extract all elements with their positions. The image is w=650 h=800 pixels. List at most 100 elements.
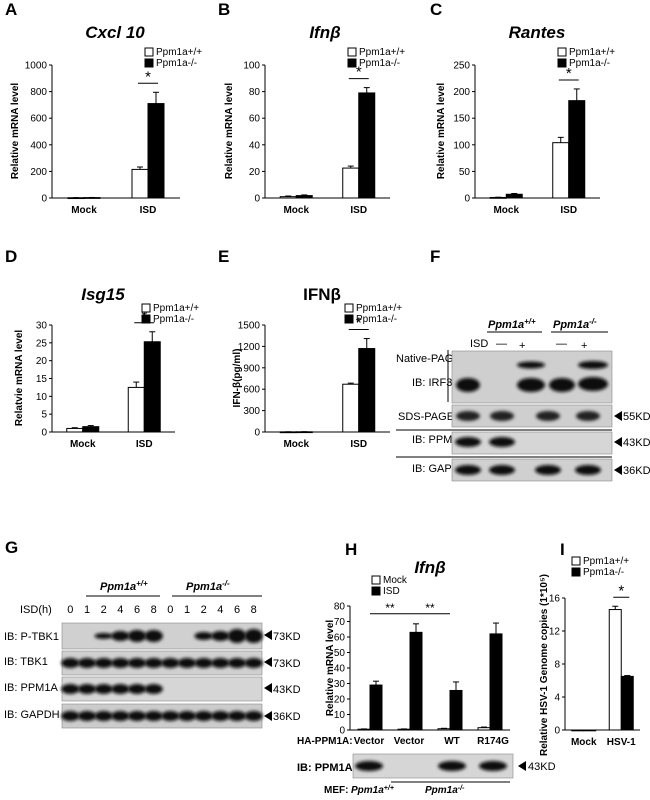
- blot-g-time-label: ISD(h): [20, 604, 52, 616]
- blot-band: [161, 711, 180, 721]
- blot-band: [61, 711, 80, 721]
- blot-band: [194, 658, 213, 668]
- blot-g-gapdh-arrow: [264, 711, 272, 721]
- y-tick-label: 20: [334, 695, 346, 706]
- blot-band: [111, 631, 130, 641]
- legend-swatch: [344, 314, 354, 324]
- blot-f-native-band-mono-4: [578, 377, 608, 391]
- bar: [358, 348, 376, 433]
- blot-f-isd-label: ISD: [470, 338, 488, 350]
- blot-f-mark-4: +: [581, 340, 587, 352]
- blot-h-construct-label: HA-PPM1A:: [297, 736, 353, 747]
- legend-label: Ppm1a-/-: [359, 58, 400, 69]
- chart-title: Ifnβ: [414, 558, 445, 577]
- blot-g-ppm1a-label: IB: PPM1A: [4, 682, 58, 694]
- blot-g-ppm1a-arrow: [264, 683, 272, 693]
- y-tick-label: 70: [334, 617, 346, 628]
- y-tick-label: 16: [549, 594, 561, 605]
- blot-g-tbk1-bands: [61, 658, 263, 668]
- time-label: 8: [251, 604, 257, 616]
- panel-label-i: I: [560, 540, 565, 559]
- y-tick-label: 12: [549, 627, 561, 638]
- bar: [409, 631, 423, 731]
- panel-label-c: C: [430, 0, 442, 19]
- x-category-label: Mock: [493, 205, 519, 216]
- blot-band: [144, 658, 163, 668]
- bar: [437, 728, 451, 731]
- blot-band: [211, 631, 230, 641]
- y-tick-label: 10: [36, 392, 48, 403]
- significance-star: *: [618, 582, 624, 599]
- blot-band: [94, 658, 113, 668]
- y-tick-label: 0: [254, 428, 260, 439]
- blot-band: [194, 632, 213, 640]
- legend-swatch: [371, 575, 381, 585]
- time-label: 8: [151, 604, 157, 616]
- chart-title: Isg15: [81, 285, 125, 304]
- y-tick-label: 80: [334, 602, 346, 613]
- bar: [552, 142, 570, 199]
- blot-h-construct-2: Vector: [394, 736, 425, 747]
- blot-band: [111, 711, 130, 721]
- blot-band: [111, 658, 130, 668]
- y-tick-label: 80: [249, 87, 261, 98]
- panel-label-g: G: [5, 538, 18, 557]
- blot-f-sds-size: 55KD: [623, 411, 650, 423]
- legend-label: Ppm1a+/+: [359, 47, 405, 58]
- significance-star: **: [385, 601, 395, 615]
- blot-g-ptbk1-size: 73KD: [273, 631, 301, 643]
- y-tick-label: 600: [30, 114, 47, 125]
- legend-swatch: [557, 58, 567, 68]
- blot-band: [61, 658, 80, 668]
- blot-f-native-band-mono-2: [517, 378, 545, 392]
- y-axis-label: Relative mRNA level: [224, 83, 235, 180]
- bar: [358, 92, 376, 199]
- bar: [477, 727, 491, 731]
- blot-band: [244, 711, 263, 721]
- blot-f-mark-3: —: [556, 338, 567, 350]
- chart-cxcl10: Cxcl 10 Relative mRNA level 0 200 400 600 800 1…: [10, 23, 202, 216]
- legend-swatch: [347, 58, 357, 68]
- blot-g-ptbk1-bands: [94, 629, 263, 643]
- blot-band: [227, 658, 247, 668]
- bar: [82, 426, 100, 433]
- blot-h-row-label: IB: PPM1A: [297, 762, 353, 774]
- blot-f-gapdh-band-3: [535, 465, 561, 475]
- blot-f-native-label: Native-PAGE: [396, 353, 461, 365]
- chart-title: Ifnβ: [309, 23, 340, 42]
- blot-h-arrow: [518, 761, 526, 771]
- x-category-label: Mock: [283, 439, 309, 450]
- bar: [147, 103, 165, 199]
- blot-f: Ppm1a+/+ Ppm1a-/- ISD — + — + Native-PAG…: [396, 317, 650, 482]
- blot-band: [211, 658, 230, 668]
- blot-band: [127, 658, 147, 668]
- blot-h-band-3: [438, 761, 466, 771]
- legend-label: Ppm1a-/-: [569, 58, 610, 69]
- blot-g-tbk1-size: 73KD: [273, 658, 301, 670]
- time-label: 6: [134, 604, 140, 616]
- y-tick-label: 8: [554, 660, 560, 671]
- blot-h-mef-group1: Ppm1a+/+: [351, 785, 394, 797]
- y-tick-label: 40: [334, 664, 346, 675]
- y-tick-label: 800: [30, 87, 47, 98]
- y-axis-label: Relative mRNA level: [10, 83, 21, 180]
- blot-f-mark-1: —: [496, 338, 507, 350]
- blot-band: [94, 633, 113, 639]
- blot-g-group2: Ppm1a-/-: [186, 579, 230, 594]
- chart-title: IFNβ: [303, 285, 341, 304]
- x-category-label: HSV-1: [607, 737, 636, 748]
- blot-f-sds-membrane: [451, 404, 613, 428]
- significance-star: *: [356, 64, 362, 81]
- time-label: 4: [217, 604, 223, 616]
- legend-label: Ppm1a+/+: [153, 303, 199, 314]
- blot-g-gapdh-bands: [61, 711, 263, 721]
- legend-swatch: [144, 58, 154, 68]
- y-tick-label: 50: [459, 167, 471, 178]
- bar: [449, 689, 463, 731]
- blot-h-band-4: [479, 761, 507, 771]
- blot-band: [94, 711, 113, 721]
- y-tick-label: 0: [41, 194, 47, 205]
- y-tick-label: 250: [453, 61, 470, 72]
- significance-star: *: [356, 315, 362, 332]
